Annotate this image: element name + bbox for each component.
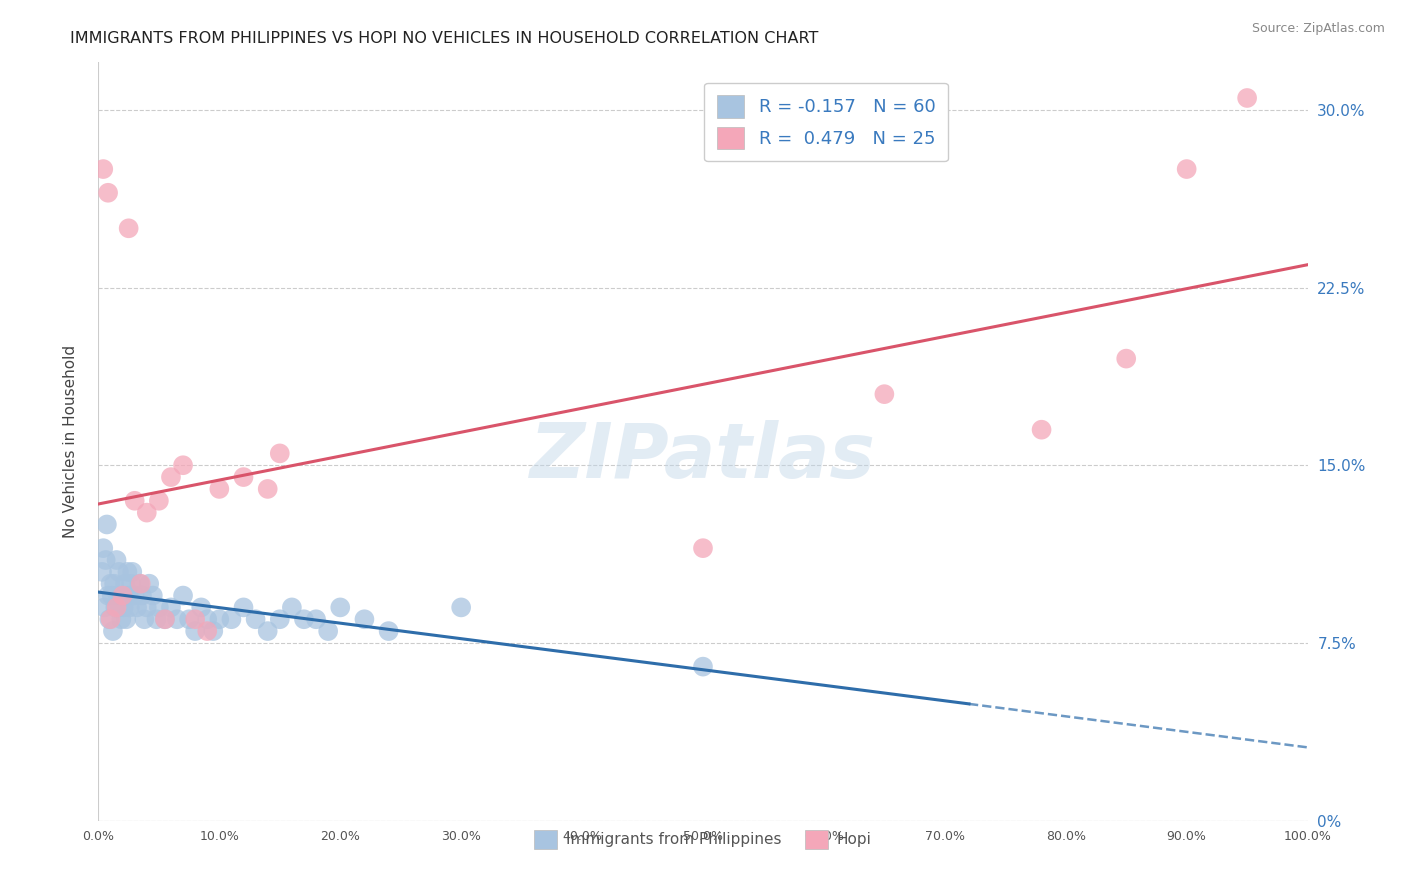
Point bbox=[184, 612, 207, 626]
Text: Source: ZipAtlas.com: Source: ZipAtlas.com bbox=[1251, 22, 1385, 36]
Point bbox=[232, 600, 254, 615]
Point bbox=[118, 221, 141, 235]
Point bbox=[1236, 91, 1258, 105]
Point bbox=[94, 553, 117, 567]
Point bbox=[96, 517, 118, 532]
Point bbox=[103, 576, 125, 591]
Point bbox=[124, 493, 146, 508]
Point bbox=[166, 612, 188, 626]
Point bbox=[153, 612, 176, 626]
Point bbox=[105, 600, 128, 615]
Point bbox=[245, 612, 267, 626]
Point bbox=[100, 612, 122, 626]
Point bbox=[256, 482, 278, 496]
Point bbox=[135, 506, 157, 520]
Point bbox=[305, 612, 328, 626]
Legend: Immigrants from Philippines, Hopi: Immigrants from Philippines, Hopi bbox=[529, 824, 877, 855]
Point bbox=[91, 565, 114, 579]
Point bbox=[377, 624, 399, 639]
Point bbox=[91, 162, 114, 177]
Point bbox=[131, 589, 153, 603]
Text: IMMIGRANTS FROM PHILIPPINES VS HOPI NO VEHICLES IN HOUSEHOLD CORRELATION CHART: IMMIGRANTS FROM PHILIPPINES VS HOPI NO V… bbox=[70, 31, 818, 46]
Y-axis label: No Vehicles in Household: No Vehicles in Household bbox=[63, 345, 77, 538]
Point bbox=[120, 576, 142, 591]
Point bbox=[353, 612, 375, 626]
Point bbox=[172, 589, 194, 603]
Point bbox=[692, 541, 714, 556]
Point bbox=[114, 576, 136, 591]
Point bbox=[138, 576, 160, 591]
Point bbox=[148, 600, 170, 615]
Point bbox=[1115, 351, 1137, 366]
Point bbox=[160, 600, 183, 615]
Point bbox=[195, 612, 218, 626]
Point bbox=[91, 541, 114, 556]
Point bbox=[179, 612, 201, 626]
Point bbox=[105, 553, 128, 567]
Point bbox=[208, 482, 231, 496]
Point bbox=[110, 612, 132, 626]
Point bbox=[100, 589, 122, 603]
Point bbox=[124, 589, 146, 603]
Point bbox=[127, 600, 149, 615]
Point bbox=[145, 612, 167, 626]
Point bbox=[100, 576, 122, 591]
Point bbox=[1031, 423, 1053, 437]
Point bbox=[184, 624, 207, 639]
Point bbox=[153, 612, 176, 626]
Point bbox=[129, 576, 152, 591]
Point bbox=[269, 446, 291, 460]
Point bbox=[232, 470, 254, 484]
Point bbox=[269, 612, 291, 626]
Point bbox=[148, 493, 170, 508]
Point bbox=[98, 612, 121, 626]
Point bbox=[195, 624, 218, 639]
Point bbox=[873, 387, 896, 401]
Point bbox=[329, 600, 352, 615]
Point bbox=[107, 589, 129, 603]
Point bbox=[256, 624, 278, 639]
Point bbox=[135, 600, 157, 615]
Point bbox=[208, 612, 231, 626]
Point bbox=[172, 458, 194, 473]
Point bbox=[316, 624, 339, 639]
Point bbox=[142, 589, 165, 603]
Text: ZIPatlas: ZIPatlas bbox=[530, 420, 876, 493]
Point bbox=[104, 600, 127, 615]
Point bbox=[97, 589, 120, 603]
Point bbox=[692, 659, 714, 673]
Point bbox=[111, 589, 134, 603]
Point bbox=[450, 600, 472, 615]
Point bbox=[202, 624, 225, 639]
Point bbox=[115, 612, 138, 626]
Point bbox=[111, 589, 134, 603]
Point bbox=[108, 565, 131, 579]
Point bbox=[221, 612, 243, 626]
Point bbox=[101, 624, 124, 639]
Point bbox=[108, 600, 131, 615]
Point bbox=[118, 600, 141, 615]
Point bbox=[97, 186, 120, 200]
Point bbox=[134, 612, 156, 626]
Point bbox=[1175, 162, 1198, 177]
Point bbox=[190, 600, 212, 615]
Point bbox=[121, 565, 143, 579]
Point bbox=[292, 612, 315, 626]
Point bbox=[281, 600, 304, 615]
Point bbox=[128, 576, 150, 591]
Point bbox=[160, 470, 183, 484]
Point bbox=[117, 565, 139, 579]
Point bbox=[112, 600, 135, 615]
Point bbox=[93, 600, 115, 615]
Point bbox=[118, 589, 141, 603]
